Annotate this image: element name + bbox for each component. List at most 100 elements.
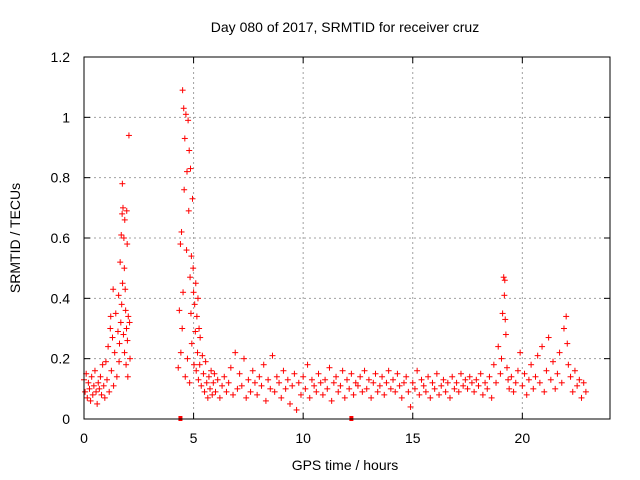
- data-point: [187, 310, 194, 317]
- data-point: [473, 376, 480, 383]
- data-point: [370, 379, 377, 386]
- data-point: [101, 394, 108, 401]
- data-point: [565, 361, 572, 368]
- data-point: [495, 343, 502, 350]
- data-point: [477, 370, 484, 377]
- data-point: [558, 379, 565, 386]
- data-point: [118, 231, 125, 238]
- data-point: [240, 355, 247, 362]
- data-point: [374, 388, 381, 395]
- data-point: [221, 373, 228, 380]
- data-point: [180, 105, 187, 112]
- data-point: [335, 388, 342, 395]
- data-point: [99, 361, 106, 368]
- data-point: [422, 388, 429, 395]
- data-point: [442, 388, 449, 395]
- data-point: [302, 385, 309, 392]
- data-point: [576, 376, 583, 383]
- data-point: [543, 367, 550, 374]
- data-point: [449, 373, 456, 380]
- data-point: [112, 310, 119, 317]
- data-point: [519, 382, 526, 389]
- data-point: [350, 391, 357, 398]
- data-point: [251, 379, 258, 386]
- data-point: [187, 165, 194, 172]
- data-point: [582, 388, 589, 395]
- data-point: [541, 388, 548, 395]
- data-point: [429, 379, 436, 386]
- data-point: [319, 391, 326, 398]
- data-point: [210, 379, 217, 386]
- data-point: [447, 394, 454, 401]
- data-point: [372, 370, 379, 377]
- data-point: [109, 334, 116, 341]
- data-point: [317, 379, 324, 386]
- data-point: [120, 331, 127, 338]
- data-point: [177, 241, 184, 248]
- data-point: [89, 391, 96, 398]
- data-point: [457, 370, 464, 377]
- data-point: [361, 367, 368, 374]
- y-tick-label: 0.4: [51, 290, 71, 306]
- data-point: [260, 361, 267, 368]
- data-point: [271, 388, 278, 395]
- data-point: [190, 289, 197, 296]
- data-point: [517, 349, 524, 356]
- chart-title: Day 080 of 2017, SRMTID for receiver cru…: [211, 19, 479, 35]
- data-point: [403, 373, 410, 380]
- data-point: [326, 364, 333, 371]
- data-point: [444, 379, 451, 386]
- x-tick-label: 20: [515, 430, 531, 446]
- data-point: [438, 382, 445, 389]
- data-point: [385, 367, 392, 374]
- data-point: [126, 319, 133, 326]
- data-point: [186, 147, 193, 154]
- data-point: [508, 373, 515, 380]
- data-point: [433, 370, 440, 377]
- data-point: [204, 394, 211, 401]
- data-point: [427, 394, 434, 401]
- data-point: [124, 337, 131, 344]
- y-tick-label: 0: [62, 411, 70, 427]
- data-point: [315, 370, 322, 377]
- data-point: [122, 307, 129, 314]
- data-point: [175, 364, 182, 371]
- data-point: [536, 379, 543, 386]
- data-point: [105, 343, 112, 350]
- y-tick-label: 0.8: [51, 170, 71, 186]
- data-point: [96, 385, 103, 392]
- data-point: [106, 388, 113, 395]
- data-point: [552, 385, 559, 392]
- data-point: [503, 364, 510, 371]
- data-point: [116, 358, 123, 365]
- data-point: [200, 370, 207, 377]
- data-point: [284, 376, 291, 383]
- data-point: [563, 313, 570, 320]
- data-point: [282, 385, 289, 392]
- data-point: [436, 391, 443, 398]
- data-point: [451, 385, 458, 392]
- data-point: [192, 328, 199, 335]
- data-point: [197, 334, 204, 341]
- data-point: [125, 132, 132, 139]
- data-point: [394, 370, 401, 377]
- data-point: [196, 361, 203, 368]
- data-point: [484, 385, 491, 392]
- data-point: [184, 355, 191, 362]
- data-point: [88, 373, 95, 380]
- data-point: [188, 253, 195, 260]
- data-point: [578, 394, 585, 401]
- data-point: [121, 349, 128, 356]
- data-point: [107, 313, 114, 320]
- data-point: [293, 406, 300, 413]
- data-point: [262, 397, 269, 404]
- data-point: [396, 382, 403, 389]
- data-point: [209, 391, 216, 398]
- data-point: [245, 376, 252, 383]
- data-point: [90, 382, 97, 389]
- data-point: [354, 382, 361, 389]
- data-point: [500, 274, 507, 281]
- data-point: [182, 373, 189, 380]
- data-point: [249, 367, 256, 374]
